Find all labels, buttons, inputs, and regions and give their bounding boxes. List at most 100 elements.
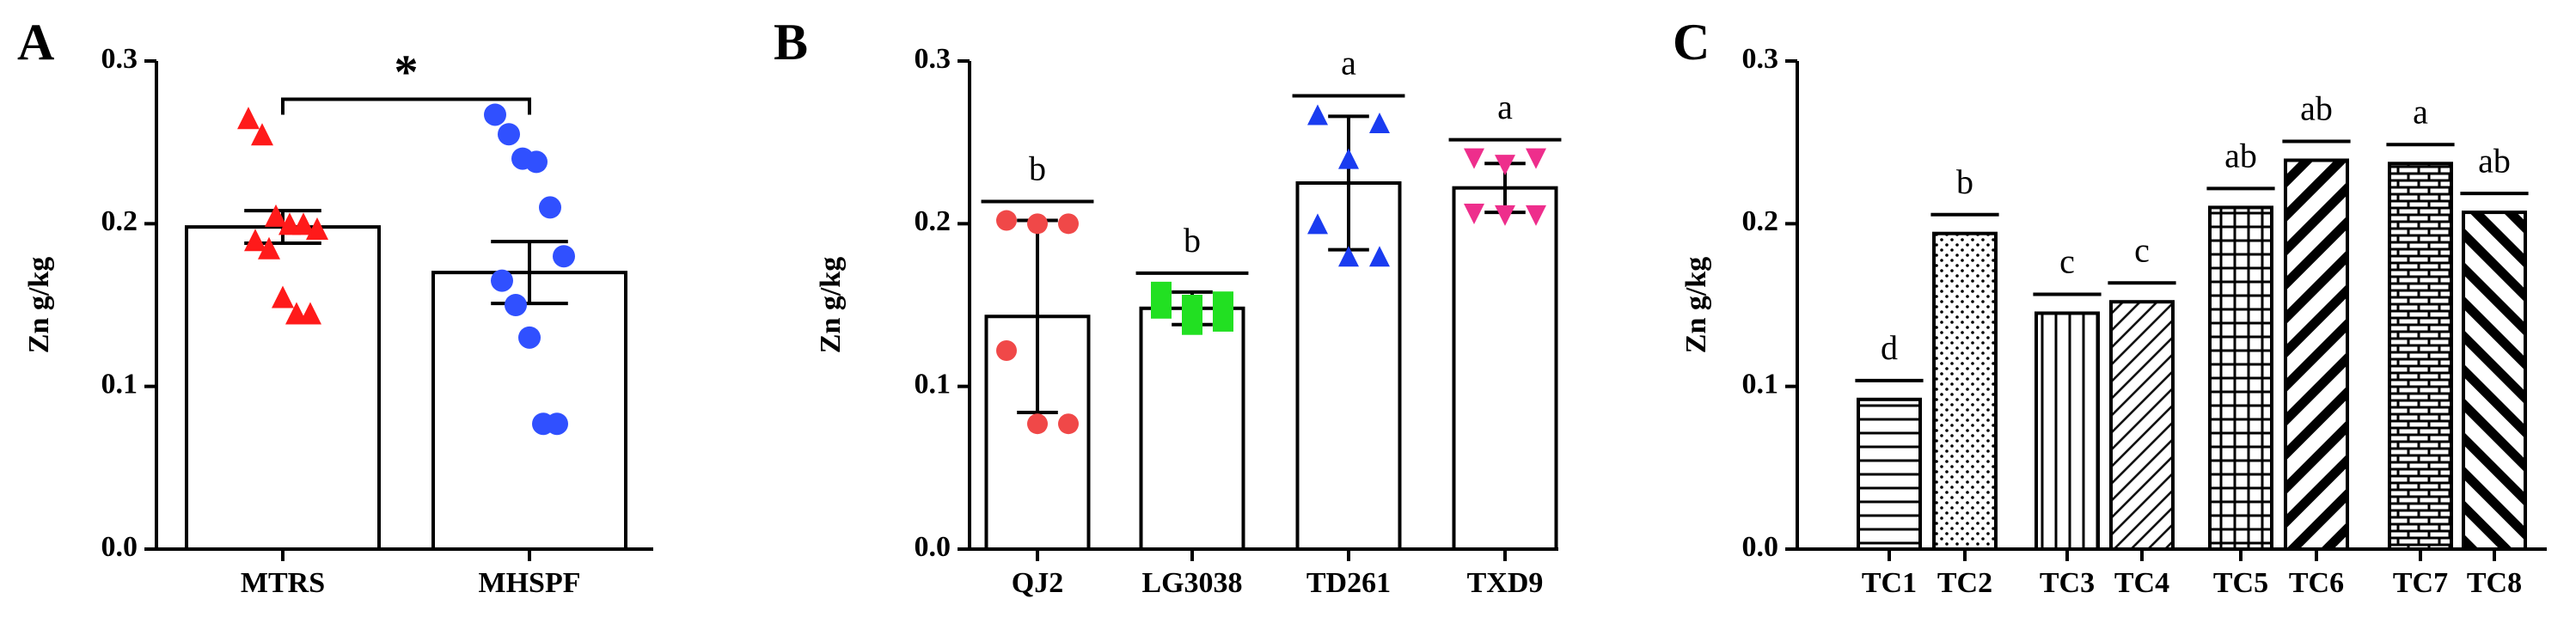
data-point: [1526, 148, 1546, 169]
data-point: [539, 196, 561, 219]
data-point: [1027, 413, 1048, 435]
significance-letter: ab: [2478, 141, 2511, 180]
data-point: [1182, 314, 1202, 335]
y-axis-label: Zn g/kg: [1680, 257, 1712, 353]
data-point: [505, 294, 527, 316]
significance-letter: ab: [2224, 137, 2257, 175]
x-tick-label: LG3038: [1141, 567, 1242, 599]
data-point: [1495, 155, 1515, 176]
y-tick-label: 0.2: [1742, 205, 1779, 237]
significance-letter: a: [2413, 92, 2428, 131]
data-point: [1182, 295, 1202, 315]
y-axis-label: Zn g/kg: [815, 257, 847, 353]
panel-label: B: [774, 14, 808, 70]
y-axis-label: Zn g/kg: [23, 257, 55, 353]
y-tick-label: 0.3: [1742, 43, 1779, 75]
data-point: [498, 123, 520, 146]
data-point: [1526, 205, 1546, 226]
bar: [1452, 186, 1558, 551]
data-point: [1213, 291, 1233, 313]
x-tick-label: TC2: [1937, 567, 1992, 599]
data-point: [292, 212, 315, 235]
significance-letter: ab: [2300, 89, 2333, 128]
y-tick-label: 0.0: [1742, 531, 1779, 563]
x-tick-label: TXD9: [1467, 567, 1544, 599]
significance-mark: *: [395, 46, 419, 99]
data-point: [306, 217, 328, 241]
data-point: [1151, 297, 1172, 319]
data-point: [491, 269, 513, 292]
x-tick-label: TC7: [2393, 567, 2448, 599]
bar: [2109, 300, 2175, 551]
bar: [2208, 205, 2273, 551]
data-point: [265, 204, 287, 227]
panel-label: C: [1673, 14, 1710, 70]
y-tick-label: 0.2: [915, 205, 951, 237]
bar: [431, 271, 627, 551]
significance-letter: c: [2059, 242, 2075, 281]
x-tick-label: TC1: [1862, 567, 1917, 599]
data-point: [1464, 148, 1484, 169]
significance-letter: b: [1956, 162, 1973, 201]
data-point: [1464, 203, 1484, 224]
data-point: [1058, 413, 1079, 435]
y-tick-label: 0.0: [915, 531, 951, 563]
data-point: [518, 326, 541, 349]
x-tick-label: MHSPF: [479, 567, 581, 599]
significance-letter: d: [1881, 328, 1898, 367]
bar: [2034, 311, 2100, 551]
y-tick-label: 0.1: [1742, 368, 1779, 400]
y-tick-label: 0.1: [101, 368, 138, 400]
data-point: [546, 412, 568, 436]
data-point: [1307, 104, 1328, 125]
x-tick-label: TC6: [2289, 567, 2344, 599]
y-tick-label: 0.0: [101, 531, 138, 563]
bar: [2284, 158, 2349, 551]
data-point: [272, 285, 294, 308]
data-point: [1338, 246, 1359, 267]
data-point: [1027, 213, 1048, 235]
significance-letter: b: [1184, 221, 1201, 260]
data-point: [553, 245, 575, 268]
data-point: [484, 103, 506, 126]
significance-letter: b: [1029, 150, 1046, 188]
data-point: [251, 123, 273, 146]
data-point: [1495, 205, 1515, 226]
x-tick-label: TC8: [2467, 567, 2522, 599]
data-point: [299, 302, 321, 325]
y-tick-label: 0.1: [915, 368, 951, 400]
data-point: [1369, 246, 1390, 267]
data-point: [1369, 112, 1390, 133]
bar: [1857, 397, 1922, 551]
bar: [2462, 211, 2527, 552]
x-tick-label: TC5: [2213, 567, 2268, 599]
x-tick-label: MTRS: [241, 567, 325, 599]
data-point: [1338, 148, 1359, 169]
y-tick-label: 0.3: [101, 43, 138, 75]
bar: [185, 225, 381, 551]
y-tick-label: 0.3: [915, 43, 951, 75]
y-tick-label: 0.2: [101, 205, 138, 237]
data-point: [244, 229, 266, 252]
x-tick-label: TC4: [2114, 567, 2169, 599]
significance-letter: a: [1341, 44, 1356, 82]
bar: [1932, 231, 1998, 551]
data-point: [258, 236, 280, 260]
data-point: [1058, 213, 1079, 235]
x-tick-label: TC3: [2040, 567, 2095, 599]
significance-letter: a: [1497, 88, 1513, 126]
panel-label: A: [17, 14, 54, 70]
x-tick-label: QJ2: [1012, 567, 1063, 599]
data-point: [1307, 213, 1328, 235]
x-tick-label: TD261: [1306, 567, 1391, 599]
bar: [2388, 162, 2453, 551]
data-point: [525, 150, 548, 174]
bar: [1139, 306, 1245, 551]
data-point: [996, 210, 1017, 231]
data-point: [1213, 310, 1233, 332]
data-point: [237, 107, 260, 130]
significance-bracket: [281, 97, 531, 115]
data-point: [996, 340, 1017, 362]
error-bar: [491, 240, 568, 306]
